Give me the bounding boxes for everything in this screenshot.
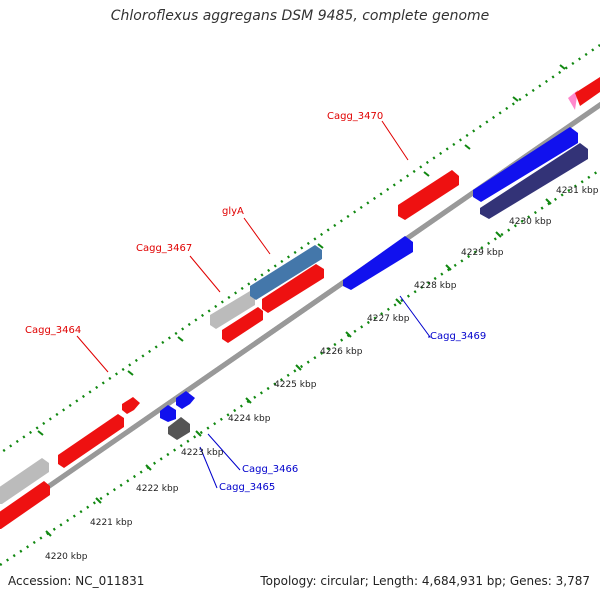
gene-label-glya[interactable]: glyA [222,206,244,217]
gene-label-leaders [76,120,431,489]
tick-label: 4231 kbp [556,186,599,196]
gene-feature[interactable] [0,458,49,504]
gene-feature[interactable] [176,391,195,409]
tick-label: 4220 kbp [45,552,88,562]
tick-label: 4223 kbp [181,448,224,458]
gene-feature[interactable] [210,291,255,329]
tick-label: 4225 kbp [274,380,317,390]
tick-label: 4224 kbp [228,414,271,424]
gene-label-cagg-3465[interactable]: Cagg_3465 [219,482,276,493]
tick-label: 4228 kbp [414,281,457,291]
tick-label: 4222 kbp [136,484,179,494]
gene-feature[interactable] [343,236,413,290]
gene-feature[interactable] [262,264,324,313]
outer-ruler-line [0,43,600,455]
inner-ruler-ticks [45,198,552,537]
gene-feature[interactable] [568,90,578,110]
gene-feature[interactable] [160,405,176,422]
forward-genes [0,77,600,529]
gene-label-cagg-3466[interactable]: Cagg_3466 [242,464,299,475]
tick-label: 4230 kbp [509,217,552,227]
tick-label: 4226 kbp [320,347,363,357]
accession-label: Accession: NC_011831 [8,574,145,588]
tick-label: 4229 kbp [461,248,504,258]
gene-feature[interactable] [122,397,140,414]
gene-label-cagg-3464[interactable]: Cagg_3464 [25,325,82,336]
gene-feature[interactable] [575,77,600,106]
gene-feature[interactable] [222,307,263,343]
inner-ruler-line [0,168,600,567]
tick-label: 4227 kbp [367,314,410,324]
gene-feature[interactable] [473,127,578,202]
map-title: Chloroflexus aggregans DSM 9485, complet… [110,8,490,24]
reverse-genes [160,127,588,440]
gene-feature[interactable] [480,143,588,219]
gene-feature[interactable] [58,414,124,468]
tick-label: 4221 kbp [90,518,133,528]
genome-summary: Topology: circular; Length: 4,684,931 bp… [260,574,590,588]
gene-label-cagg-3469[interactable]: Cagg_3469 [430,331,487,342]
gene-label-cagg-3467[interactable]: Cagg_3467 [136,243,193,254]
gene-feature[interactable] [0,481,50,529]
gene-label-cagg-3470[interactable]: Cagg_3470 [327,111,384,122]
gene-feature[interactable] [168,417,190,440]
gene-feature[interactable] [250,245,322,300]
gene-feature[interactable] [398,170,459,220]
